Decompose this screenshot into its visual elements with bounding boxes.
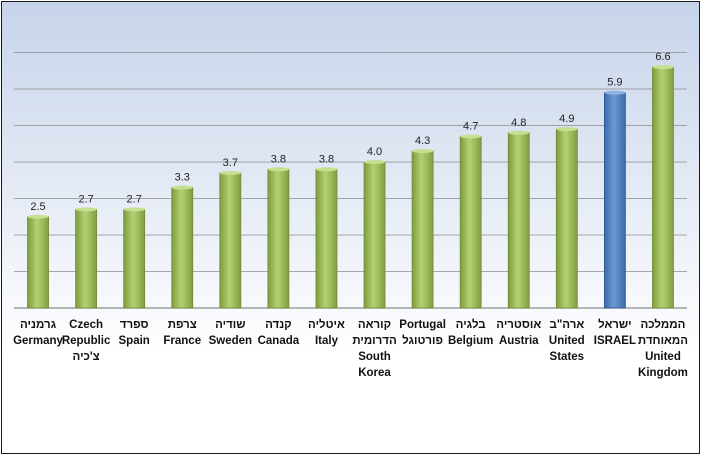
data-label: 4.8 <box>511 117 526 129</box>
category-labels: גרמניה Germany Czech Republic צ'כיה ספרד Spain… <box>13 318 688 379</box>
bar-cap <box>219 170 241 175</box>
category-label-line: צרפת <box>168 319 197 331</box>
bar <box>171 187 194 309</box>
bar-cap <box>460 134 482 139</box>
category-label-line: Korea <box>358 367 391 379</box>
category-label-line: ישראל <box>598 318 632 331</box>
bar <box>652 66 674 309</box>
bar <box>459 136 482 309</box>
bar-cap <box>267 167 289 172</box>
category-label: צרפת France <box>163 319 201 347</box>
bar-cap <box>604 90 626 95</box>
category-label-line: צ'כיה <box>73 351 100 363</box>
category-label: Czech Republic צ'כיה <box>62 319 111 363</box>
bar-cap <box>315 167 337 172</box>
data-label: 4.7 <box>463 120 478 132</box>
category-label: קנדה Canada <box>258 319 300 347</box>
category-label-line: Italy <box>315 335 339 347</box>
value-labels: 2.5 2.7 2.7 3.3 3.7 3.8 3.8 4.0 4.3 4.7 4.8 4.9 5.9 6… <box>30 51 670 213</box>
category-label-line: Spain <box>119 335 150 347</box>
bar-cap <box>123 207 145 212</box>
category-label-line: States <box>550 351 585 363</box>
category-label-line: Austria <box>499 335 539 347</box>
category-label: גרמניה Germany <box>13 319 63 347</box>
category-label-line: Czech <box>69 319 103 331</box>
bar-cap <box>75 207 97 212</box>
category-label-line: קוראה <box>358 319 391 331</box>
category-label-line: הממלכה <box>641 318 686 331</box>
data-label: 3.8 <box>319 153 334 165</box>
category-label-line: France <box>163 335 201 347</box>
category-label-line: בלגיה <box>456 318 486 331</box>
category-label-line: ספרד <box>120 319 149 331</box>
category-label-line: Kingdom <box>638 367 688 379</box>
bar-cap <box>27 214 49 219</box>
bar <box>507 132 530 309</box>
category-label-line: קנדה <box>265 319 292 331</box>
category-label: אוסטריה Austria <box>496 319 541 347</box>
category-label: בלגיה Belgium <box>448 318 493 347</box>
category-label-line: הדרומית <box>352 335 396 347</box>
category-label: Portugal פורטוגל <box>399 319 446 347</box>
data-label: 2.7 <box>78 193 93 205</box>
bar <box>27 216 49 309</box>
data-label: 2.7 <box>127 193 142 205</box>
category-label: הממלכה המאוחדת United Kingdom <box>638 318 688 379</box>
bar <box>267 168 290 309</box>
bar <box>555 128 578 309</box>
category-label-line: פורטוגל <box>402 334 443 347</box>
bar <box>123 209 146 309</box>
bar <box>603 92 626 309</box>
bar <box>219 172 242 309</box>
chart-background <box>2 2 699 453</box>
category-label-line: שודיה <box>215 319 245 331</box>
category-label-line: Germany <box>13 335 63 347</box>
category-label-line: United <box>549 335 585 347</box>
category-label: ישראל ISRAEL <box>594 318 636 347</box>
data-label: 4.9 <box>559 113 574 125</box>
category-label-line: ISRAEL <box>594 335 636 347</box>
data-label: 2.5 <box>30 201 45 213</box>
category-label-line: South <box>358 351 391 363</box>
data-label: 3.7 <box>223 157 238 169</box>
category-label-line: אוסטריה <box>496 319 541 331</box>
category-label-line: ארה"ב <box>549 319 584 331</box>
bar-cap <box>412 149 434 154</box>
category-label-line: Canada <box>258 335 300 347</box>
bar-cap <box>171 185 193 190</box>
category-label-line: גרמניה <box>20 319 57 331</box>
chart-frame: 2.5 2.7 2.7 3.3 3.7 3.8 3.8 4.0 4.3 4.7 4.8 4.9 5.9 6… <box>1 1 700 454</box>
bar-cap <box>364 160 386 164</box>
category-label: קוראה הדרומית South Korea <box>352 319 396 379</box>
data-label: 6.6 <box>655 51 670 63</box>
bar-cap <box>652 65 674 70</box>
bar-chart: 2.5 2.7 2.7 3.3 3.7 3.8 3.8 4.0 4.3 4.7 4.8 4.9 5.9 6… <box>2 2 699 453</box>
category-label-line: Portugal <box>399 319 446 331</box>
category-label-line: Sweden <box>209 335 252 347</box>
bar <box>75 209 98 309</box>
data-label: 3.3 <box>175 172 190 184</box>
data-label: 3.8 <box>271 153 286 165</box>
bars <box>27 65 674 309</box>
bar <box>411 150 434 309</box>
category-label: ספרד Spain <box>119 319 150 347</box>
category-label: איטליה Italy <box>308 318 345 347</box>
bar <box>363 161 386 309</box>
category-label-line: Republic <box>62 335 111 347</box>
category-label: שודיה Sweden <box>209 319 252 347</box>
category-label-line: איטליה <box>308 318 345 331</box>
category-label-line: United <box>645 351 681 363</box>
data-label: 4.3 <box>415 135 430 147</box>
bar-cap <box>556 127 578 132</box>
category-label-line: המאוחדת <box>638 335 688 347</box>
bar-cap <box>508 130 530 135</box>
data-label: 4.0 <box>367 146 382 158</box>
category-label: ארה"ב United States <box>549 319 585 363</box>
category-label-line: Belgium <box>448 335 493 347</box>
bar <box>315 168 338 309</box>
data-label: 5.9 <box>607 77 622 89</box>
